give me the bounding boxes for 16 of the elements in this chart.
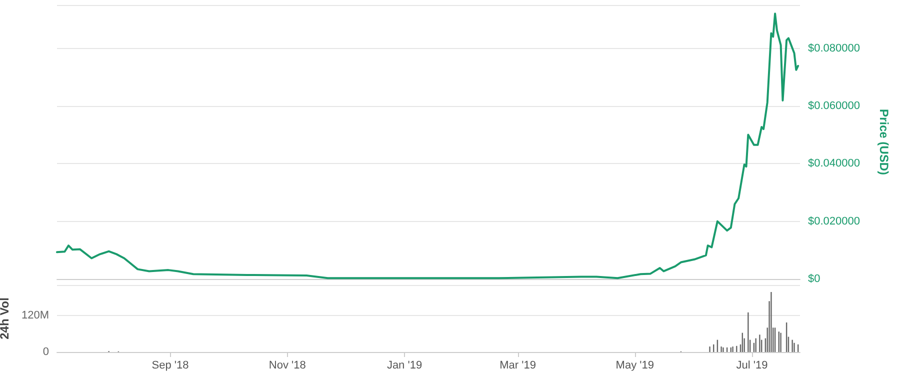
- x-tick-label: May '19: [616, 360, 654, 372]
- y-tick-label: $0.040000: [808, 158, 860, 170]
- y-tick-label: 120M: [21, 309, 49, 322]
- y-tick-label: $0.060000: [808, 100, 860, 112]
- y-tick-label: 0: [42, 346, 49, 358]
- x-tick-label: Mar '19: [500, 360, 536, 372]
- y-tick-label: $0: [808, 273, 820, 285]
- y-tick-label: $0.080000: [808, 42, 860, 54]
- x-tick-label: Jan '19: [386, 360, 422, 372]
- line-series: [56, 12, 800, 280]
- x-tick-label: Jul '19: [736, 360, 768, 372]
- y-tick-label: $0.020000: [808, 215, 860, 228]
- x-tick-label: Nov '18: [268, 360, 306, 372]
- y-axis-title: Price (USD): [877, 108, 891, 176]
- x-tick-label: Sep '18: [152, 360, 189, 372]
- y-axis-title: 24h Vol: [0, 298, 12, 340]
